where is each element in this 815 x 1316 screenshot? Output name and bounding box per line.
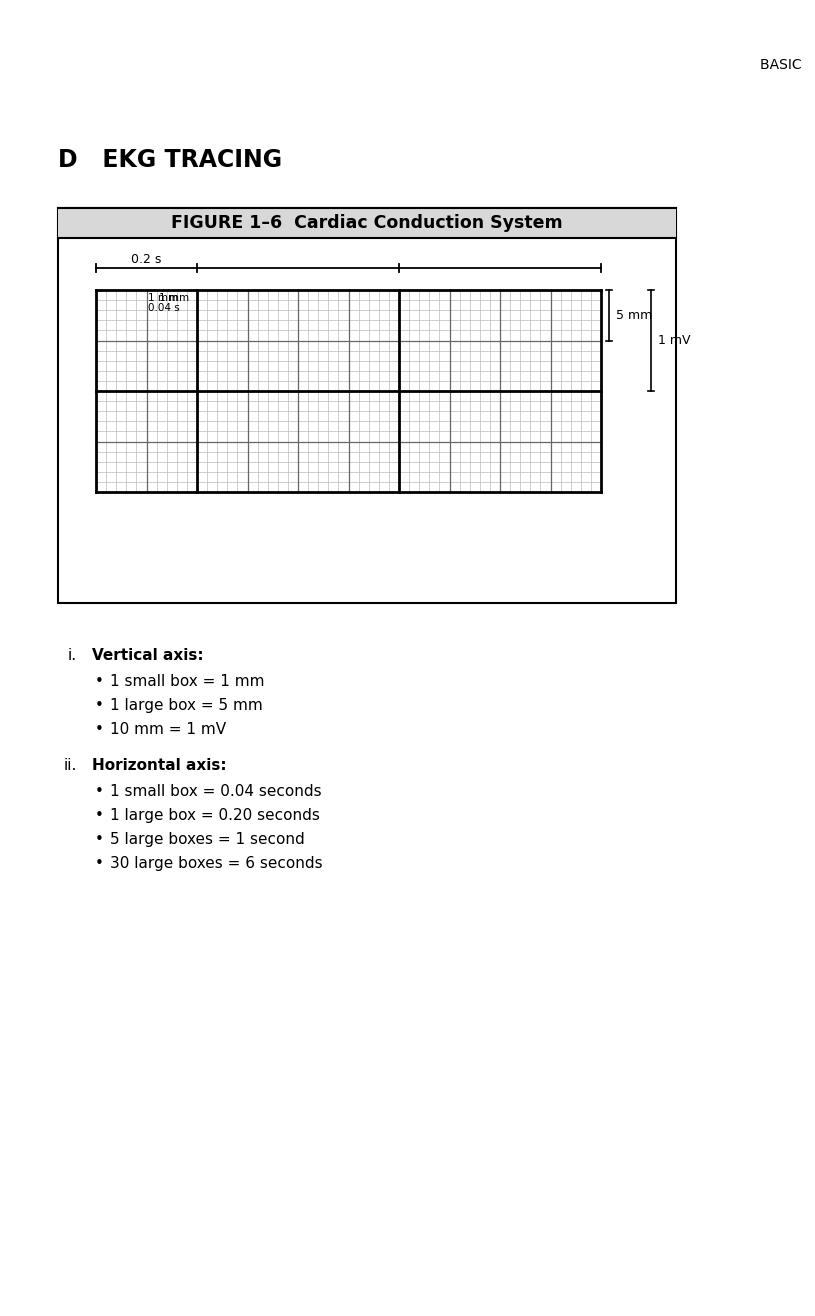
Text: •: •: [95, 808, 104, 822]
Text: Vertical axis:: Vertical axis:: [92, 647, 204, 663]
Text: 0.2 s: 0.2 s: [131, 253, 161, 266]
Bar: [58, 208, 676, 238]
Text: •: •: [95, 697, 104, 713]
Text: 1 small box = 1 mm: 1 small box = 1 mm: [110, 674, 265, 690]
Text: BASIC   7: BASIC 7: [760, 58, 815, 72]
Text: •: •: [95, 784, 104, 799]
Text: 30 large boxes = 6 seconds: 30 large boxes = 6 seconds: [110, 855, 323, 871]
Text: •: •: [95, 855, 104, 871]
Text: Horizontal axis:: Horizontal axis:: [92, 758, 227, 772]
Text: 1 mV: 1 mV: [658, 334, 690, 347]
Text: •: •: [95, 722, 104, 737]
Text: 1 small box = 0.04 seconds: 1 small box = 0.04 seconds: [110, 784, 322, 799]
Text: 5 mm: 5 mm: [616, 309, 652, 321]
Text: i.: i.: [68, 647, 77, 663]
Text: 1 mm: 1 mm: [148, 293, 178, 303]
Text: •: •: [95, 832, 104, 848]
Text: ii.: ii.: [64, 758, 77, 772]
Text: •: •: [95, 674, 104, 690]
Bar: [58, 208, 676, 603]
Text: 0.04 s: 0.04 s: [148, 303, 179, 313]
Text: D   EKG TRACING: D EKG TRACING: [58, 147, 282, 172]
Text: 1 mm: 1 mm: [159, 293, 189, 303]
Text: 10 mm = 1 mV: 10 mm = 1 mV: [110, 722, 226, 737]
Text: FIGURE 1–6  Cardiac Conduction System: FIGURE 1–6 Cardiac Conduction System: [171, 215, 563, 232]
Text: 5 large boxes = 1 second: 5 large boxes = 1 second: [110, 832, 305, 848]
Text: 1 large box = 5 mm: 1 large box = 5 mm: [110, 697, 262, 713]
Text: 1 large box = 0.20 seconds: 1 large box = 0.20 seconds: [110, 808, 319, 822]
